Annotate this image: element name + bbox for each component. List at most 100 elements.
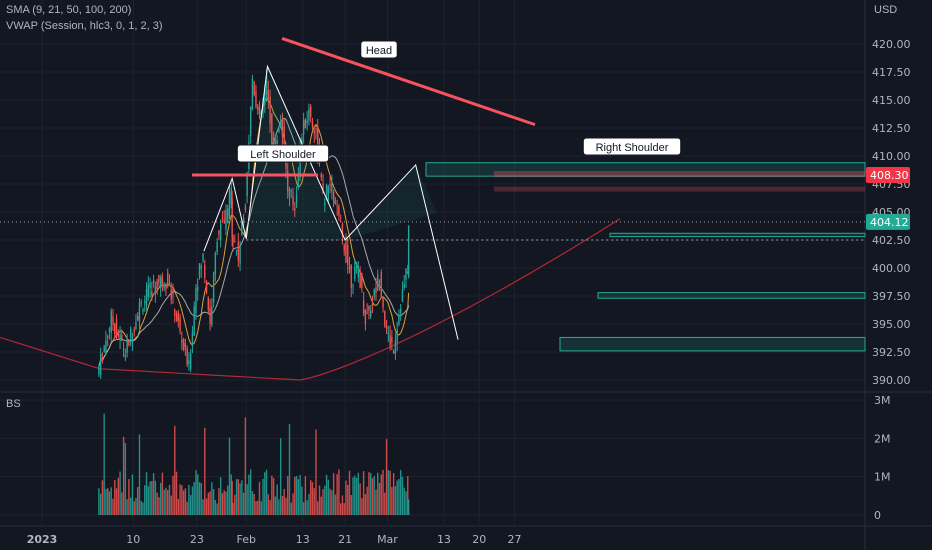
candle-body — [348, 266, 351, 270]
left-shoulder-label-box[interactable] — [236, 144, 330, 163]
candle-body — [154, 286, 157, 293]
volume-bar — [115, 488, 118, 515]
candle-body — [221, 220, 224, 222]
price-zone[interactable] — [559, 336, 866, 352]
candle-body — [149, 282, 151, 289]
volume-bar — [362, 471, 365, 515]
volume-bar — [341, 495, 344, 515]
volume-bar — [99, 493, 102, 515]
candle-body — [297, 175, 300, 188]
candle-body — [362, 300, 365, 314]
volume-bar — [239, 483, 241, 515]
price-zone[interactable] — [425, 162, 866, 177]
volume-bar — [174, 425, 176, 515]
pattern-labels[interactable]: Left Shoulder Head Right Shoulder — [236, 40, 682, 163]
volume-bar — [119, 471, 121, 515]
volume-bar — [214, 499, 217, 515]
volume-bar — [361, 498, 363, 515]
volume-bar — [322, 489, 324, 515]
volume-bar — [186, 501, 188, 515]
legend-sma[interactable]: SMA (9, 21, 50, 100, 200) — [6, 4, 132, 16]
volume-bar — [255, 501, 257, 515]
support-resistance-zones[interactable] — [425, 162, 866, 352]
volume-bar — [191, 486, 194, 515]
candle-body — [304, 119, 307, 129]
volume-bar — [159, 482, 162, 515]
legend-volume[interactable]: BS — [6, 398, 21, 410]
resistance-band[interactable] — [494, 171, 865, 178]
candle-body — [399, 308, 402, 314]
volume-bar — [167, 490, 169, 515]
candle-body — [373, 289, 375, 297]
volume-bar — [198, 482, 201, 515]
volume-bar — [144, 485, 146, 515]
pattern-zigzag-line[interactable] — [203, 64, 459, 340]
volume-bar — [216, 503, 218, 515]
candle-body — [361, 273, 363, 288]
price-tick-label: 402.50 — [872, 234, 911, 247]
candle-body — [182, 338, 185, 350]
candle-body — [246, 175, 248, 197]
volume-bar — [218, 488, 220, 515]
volume-bar — [327, 479, 330, 515]
right-shoulder-label-box[interactable] — [582, 137, 682, 156]
volume-bar — [407, 499, 410, 515]
volume-bar — [394, 486, 397, 515]
candle-body — [336, 205, 338, 207]
volume-bar — [197, 474, 199, 515]
price-tick-label: 392.50 — [872, 346, 911, 359]
head-label-box[interactable] — [360, 40, 398, 59]
volume-bar — [246, 484, 248, 515]
volume-bar — [354, 475, 356, 515]
legend-vwap[interactable]: VWAP (Session, hlc3, 0, 1, 2, 3) — [6, 20, 163, 32]
price-tick-label: 397.50 — [872, 290, 911, 303]
price-zone[interactable] — [597, 292, 866, 299]
candle-body — [225, 210, 227, 230]
candle-body — [295, 194, 298, 203]
volume-bar — [371, 478, 374, 515]
candle-body — [287, 171, 289, 192]
volume-bar — [269, 500, 271, 515]
volume-bar — [235, 479, 238, 515]
candle-body — [385, 325, 388, 329]
volume-bar — [179, 484, 181, 515]
candle-body — [396, 329, 398, 342]
candle-body — [387, 333, 390, 335]
volume-bar — [242, 492, 245, 515]
candle-body — [271, 114, 273, 145]
candle-body — [355, 262, 358, 267]
volume-bar — [331, 490, 333, 515]
volume-bar — [175, 471, 178, 515]
volume-bar — [170, 495, 172, 515]
candle-body — [107, 336, 109, 338]
volume-bar — [110, 487, 112, 515]
volume-bar — [315, 429, 317, 515]
candle-body — [327, 186, 330, 201]
candle-body — [241, 221, 243, 235]
candle-body — [181, 339, 183, 343]
price-tick-label: 395.00 — [872, 318, 911, 331]
volume-bar — [352, 477, 354, 515]
candle-body — [242, 217, 245, 224]
volume-bar — [189, 495, 192, 515]
head-trendline[interactable] — [281, 36, 536, 127]
candle-body — [122, 348, 125, 350]
time-tick-label: 21 — [338, 533, 352, 546]
candle-body — [124, 354, 127, 357]
volume-bar — [294, 476, 296, 515]
candle-body — [405, 268, 407, 280]
price-zone[interactable] — [609, 232, 866, 238]
candle-body — [170, 289, 172, 300]
price-badge-bg — [866, 167, 910, 184]
volume-bar — [227, 485, 229, 515]
volume-bar — [396, 480, 398, 515]
volume-bar — [149, 481, 151, 515]
candle-body — [174, 309, 176, 316]
candle-body — [140, 301, 142, 304]
resistance-band[interactable] — [494, 186, 865, 192]
candle-body — [315, 128, 317, 130]
price-tick-label: 420.00 — [872, 38, 911, 51]
candle-body — [375, 287, 377, 294]
volume-bar — [145, 472, 148, 515]
